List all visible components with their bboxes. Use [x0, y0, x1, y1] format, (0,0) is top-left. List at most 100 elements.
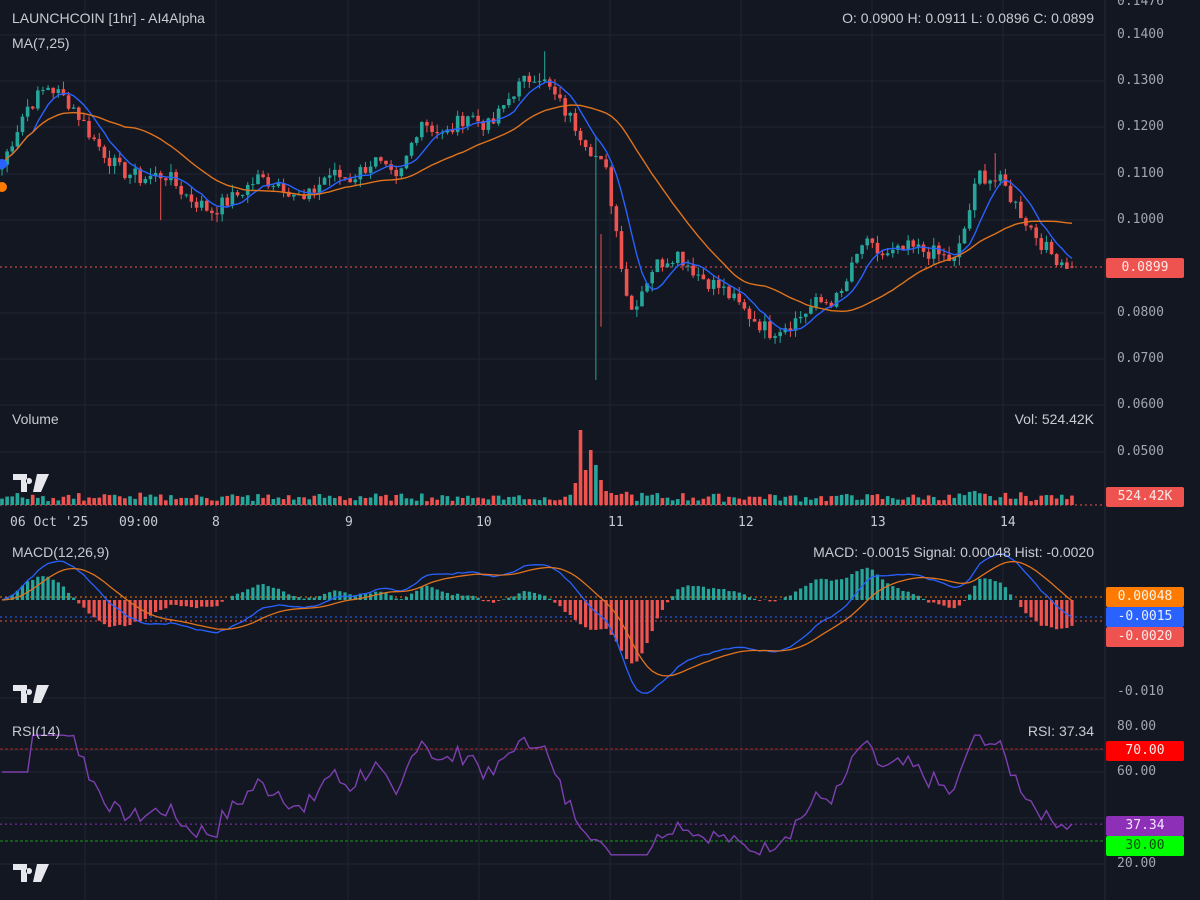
volume-bar [844, 493, 849, 505]
volume-bar [481, 498, 486, 505]
volume-bar [46, 501, 50, 505]
volume-bar [292, 499, 296, 505]
volume-bar [742, 499, 747, 505]
volume-bar [512, 496, 516, 505]
volume-bar [517, 495, 521, 505]
volume-bar [179, 497, 183, 505]
volume-bar [194, 494, 199, 505]
price-axis-tick: 0.0700 [1117, 351, 1164, 366]
volume-bar [322, 497, 327, 505]
volume-bar [112, 494, 117, 505]
volume-bar [624, 491, 629, 505]
time-axis-label: 09:00 [119, 515, 159, 530]
volume-bar [957, 493, 962, 505]
volume-bar [394, 494, 399, 505]
volume-bar [56, 500, 61, 505]
volume-bar [414, 500, 419, 505]
volume-bar [148, 494, 153, 505]
volume-bar [573, 483, 578, 505]
volume-bar [164, 500, 168, 505]
volume-bar [97, 497, 102, 505]
volume-bar [266, 494, 271, 505]
volume-bar [220, 496, 224, 505]
volume-bar [384, 494, 388, 505]
volume-bar [706, 496, 711, 505]
volume-bar [650, 494, 654, 505]
volume-bar [466, 495, 470, 505]
volume-bar [865, 494, 870, 505]
volume-bar [133, 498, 137, 505]
volume-bar [599, 480, 603, 505]
volume-bar [891, 498, 895, 505]
volume-bar [30, 494, 35, 505]
volume-bar [819, 496, 823, 505]
volume-bar [542, 497, 547, 505]
volume-bar [563, 496, 567, 505]
volume-bar [471, 498, 475, 505]
time-axis-label: 11 [608, 515, 624, 530]
volume-bar [199, 496, 204, 505]
volume-bar [123, 498, 127, 505]
price-axis-tick: 0.1000 [1117, 212, 1164, 227]
volume-bar [343, 499, 347, 505]
volume-bar [568, 494, 573, 505]
volume-bar [425, 501, 429, 505]
volume-bar [476, 497, 480, 505]
volume-bar [675, 499, 680, 505]
chart-title: LAUNCHCOIN [1hr] - AI4Alpha [12, 10, 205, 26]
volume-bar [486, 499, 491, 505]
volume-bar [629, 494, 634, 505]
volume-bar [681, 493, 685, 505]
volume-bar [256, 494, 260, 505]
volume-bar [71, 498, 76, 505]
volume-bar [727, 496, 731, 505]
volume-bar [778, 500, 782, 505]
volume-bar [276, 497, 281, 505]
volume-bar [978, 493, 982, 505]
rsi-readout: RSI: 37.34 [1027, 723, 1094, 739]
volume-bar [1039, 495, 1044, 505]
volume-bar [527, 499, 532, 505]
volume-bar [1059, 494, 1064, 505]
volume-bar [496, 495, 501, 505]
volume-bar [588, 450, 593, 505]
price-axis-tick: 0.0600 [1117, 397, 1164, 412]
macd-label: MACD(12,26,9) [12, 544, 110, 560]
volume-bar [768, 494, 772, 505]
volume-bar [117, 496, 122, 505]
volume-bar [210, 500, 214, 505]
volume-bar [348, 498, 352, 505]
volume-bar [302, 497, 306, 505]
volume-bar [15, 493, 20, 505]
volume-bar [1024, 495, 1028, 505]
volume-bar [389, 500, 393, 505]
volume-bar [1044, 495, 1049, 505]
volume-bar [230, 494, 235, 505]
volume-bar [558, 499, 562, 505]
volume-bar [962, 495, 967, 505]
volume-bar [967, 491, 972, 505]
rsi-axis-tick: 80.00 [1117, 719, 1157, 734]
volume-bar [875, 494, 880, 505]
ma-indicator-label: MA(7,25) [12, 35, 70, 51]
volume-bar [655, 493, 660, 505]
volume-bar [245, 495, 250, 505]
volume-bar [783, 496, 788, 505]
volume-bar [547, 499, 552, 505]
volume-bar [174, 499, 178, 505]
time-axis-label: 10 [476, 515, 492, 530]
volume-bar [87, 497, 91, 505]
volume-bar [107, 495, 112, 505]
volume-bar [281, 499, 286, 505]
macd-axis-tick: -0.010 [1117, 684, 1164, 699]
volume-readout: Vol: 524.42K [1014, 411, 1094, 427]
volume-bar [92, 498, 96, 505]
macd-readout: MACD: -0.0015 Signal: 0.00048 Hist: -0.0… [813, 544, 1094, 560]
price-axis-tick: 0.1400 [1117, 27, 1164, 42]
volume-bar [317, 493, 322, 505]
volume-bar [998, 497, 1003, 505]
volume-bar [988, 496, 992, 505]
volume-bar [368, 497, 373, 505]
volume-bar [430, 497, 434, 505]
